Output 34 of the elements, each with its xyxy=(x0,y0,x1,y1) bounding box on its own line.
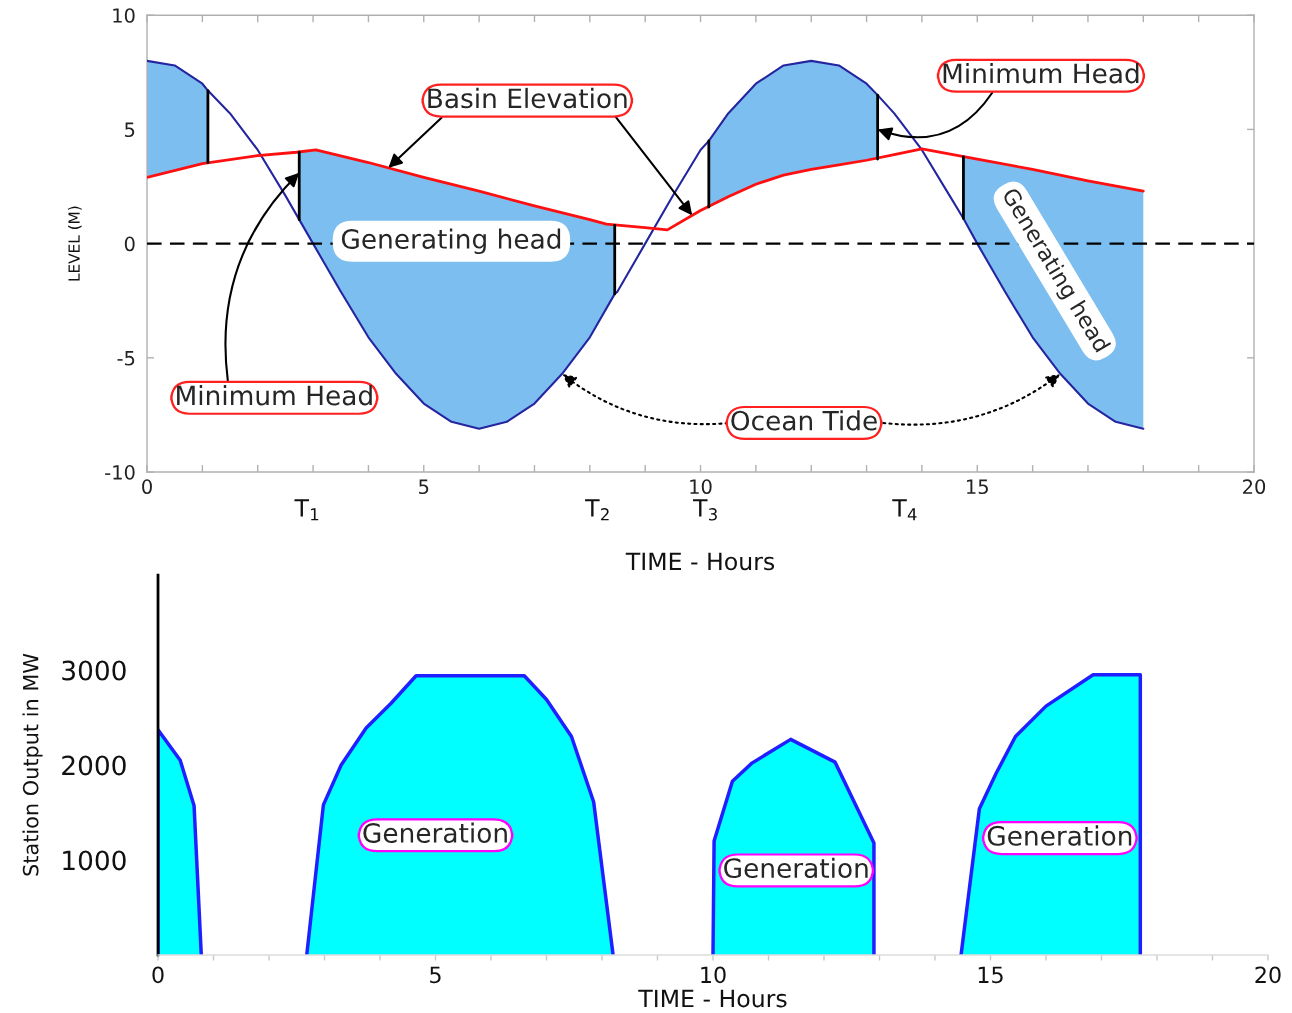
x-tick-label: 0 xyxy=(152,966,164,984)
x-tick-label: 15 xyxy=(967,479,988,495)
x-axis-title: TIME - Hours xyxy=(625,552,775,571)
x-tick-label: 5 xyxy=(419,479,429,495)
x-tick-label: 0 xyxy=(142,479,152,495)
annotation: Minimum Head xyxy=(943,62,1139,84)
text: T$_{4}$ xyxy=(892,499,917,521)
annotation: Generation xyxy=(724,857,868,879)
y-tick-label: -10 xyxy=(105,465,135,480)
text: Basin Elevation xyxy=(428,87,627,109)
x-tick-label: 20 xyxy=(1243,479,1266,495)
y-tick-label: 10 xyxy=(113,8,135,23)
x-tick-label: 15 xyxy=(978,966,1003,984)
y-tick-label: 2000 xyxy=(62,755,126,776)
text: T$_{2}$ xyxy=(585,499,609,521)
annotation: Minimum Head xyxy=(177,385,372,406)
x-axis-title: TIME - Hours xyxy=(638,989,787,1008)
y-tick-label: 3000 xyxy=(62,660,126,681)
y-tick-label: -5 xyxy=(117,351,135,366)
y-axis-title: Station Output in MW xyxy=(22,653,43,876)
annotation: Generation xyxy=(363,822,507,843)
annotation: Generating head xyxy=(341,228,561,255)
text: T$_{1}$ xyxy=(294,499,319,521)
y-axis-title: LEVEL (M) xyxy=(68,206,82,281)
y-tick-label: 5 xyxy=(125,122,135,138)
x-tick-label: 20 xyxy=(1255,966,1281,984)
x-tick-label: 5 xyxy=(430,966,441,984)
annotation: Generation xyxy=(987,825,1132,846)
x-tick-label: 10 xyxy=(690,479,712,495)
text: T$_{3}$ xyxy=(693,499,717,521)
x-tick-label: 10 xyxy=(701,966,726,984)
annotation: Ocean Tide xyxy=(731,410,877,431)
y-tick-label: 1000 xyxy=(63,850,126,871)
y-tick-label: 0 xyxy=(124,236,135,252)
